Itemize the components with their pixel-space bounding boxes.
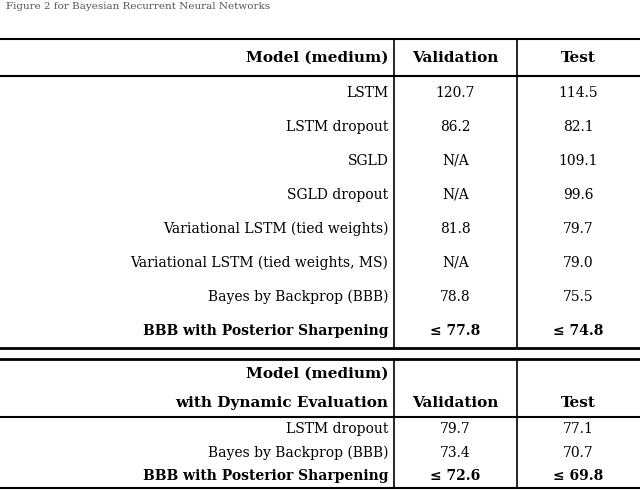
Text: ≤ 69.8: ≤ 69.8 (554, 469, 604, 483)
Text: 79.7: 79.7 (440, 422, 471, 436)
Text: BBB with Posterior Sharpening: BBB with Posterior Sharpening (143, 324, 388, 338)
Text: 75.5: 75.5 (563, 290, 594, 304)
Text: LSTM: LSTM (346, 86, 388, 100)
Text: 82.1: 82.1 (563, 120, 594, 134)
Text: with Dynamic Evaluation: with Dynamic Evaluation (175, 396, 388, 410)
Text: ≤ 72.6: ≤ 72.6 (430, 469, 481, 483)
Text: 73.4: 73.4 (440, 445, 471, 460)
Text: SGLD dropout: SGLD dropout (287, 188, 388, 202)
Text: 114.5: 114.5 (559, 86, 598, 100)
Text: Variational LSTM (tied weights): Variational LSTM (tied weights) (163, 222, 388, 236)
Text: 79.0: 79.0 (563, 256, 594, 270)
Text: ≤ 74.8: ≤ 74.8 (554, 324, 604, 338)
Text: SGLD: SGLD (348, 154, 388, 168)
Text: ≤ 77.8: ≤ 77.8 (430, 324, 481, 338)
Text: Figure 2 for Bayesian Recurrent Neural Networks: Figure 2 for Bayesian Recurrent Neural N… (6, 2, 271, 11)
Text: N/A: N/A (442, 256, 468, 270)
Text: Model (medium): Model (medium) (246, 50, 388, 65)
Text: 109.1: 109.1 (559, 154, 598, 168)
Text: 86.2: 86.2 (440, 120, 470, 134)
Text: Variational LSTM (tied weights, MS): Variational LSTM (tied weights, MS) (131, 256, 388, 270)
Text: Test: Test (561, 50, 596, 65)
Text: 77.1: 77.1 (563, 422, 594, 436)
Text: 120.7: 120.7 (436, 86, 475, 100)
Text: 79.7: 79.7 (563, 222, 594, 236)
Text: 99.6: 99.6 (563, 188, 594, 202)
Text: BBB with Posterior Sharpening: BBB with Posterior Sharpening (143, 469, 388, 483)
Text: N/A: N/A (442, 154, 468, 168)
Text: 81.8: 81.8 (440, 222, 470, 236)
Text: LSTM dropout: LSTM dropout (286, 422, 388, 436)
Text: Test: Test (561, 396, 596, 410)
Text: Model (medium): Model (medium) (246, 367, 388, 380)
Text: 78.8: 78.8 (440, 290, 470, 304)
Text: Validation: Validation (412, 396, 499, 410)
Text: 70.7: 70.7 (563, 445, 594, 460)
Text: Bayes by Backprop (BBB): Bayes by Backprop (BBB) (208, 290, 388, 304)
Text: Validation: Validation (412, 50, 499, 65)
Text: Bayes by Backprop (BBB): Bayes by Backprop (BBB) (208, 445, 388, 460)
Text: LSTM dropout: LSTM dropout (286, 120, 388, 134)
Text: N/A: N/A (442, 188, 468, 202)
